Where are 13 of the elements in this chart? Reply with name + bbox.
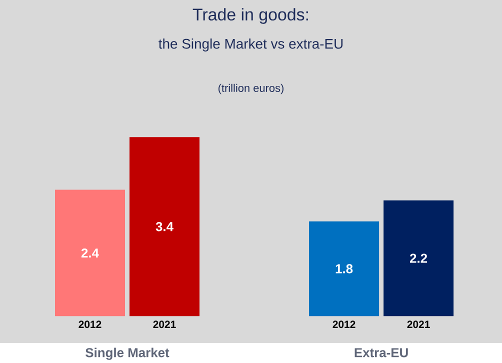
data-label: 3.4	[156, 222, 174, 232]
chart-subtitle: the Single Market vs extra-EU	[158, 38, 343, 52]
data-label: 2.2	[410, 254, 428, 263]
x-tick-label: 2021	[407, 320, 430, 328]
text: Single Market	[86, 348, 170, 360]
data-label: 1.8	[336, 264, 353, 274]
x-tick-label: 2021	[153, 320, 176, 328]
chart-title: Trade in goods:	[192, 8, 308, 24]
text: Extra-EU	[354, 348, 408, 358]
data-label: 2.4	[81, 248, 99, 258]
x-tick-label: 2012	[332, 320, 356, 328]
text: (trillion euros)	[218, 84, 284, 94]
x-tick-label: 2012	[78, 320, 102, 328]
